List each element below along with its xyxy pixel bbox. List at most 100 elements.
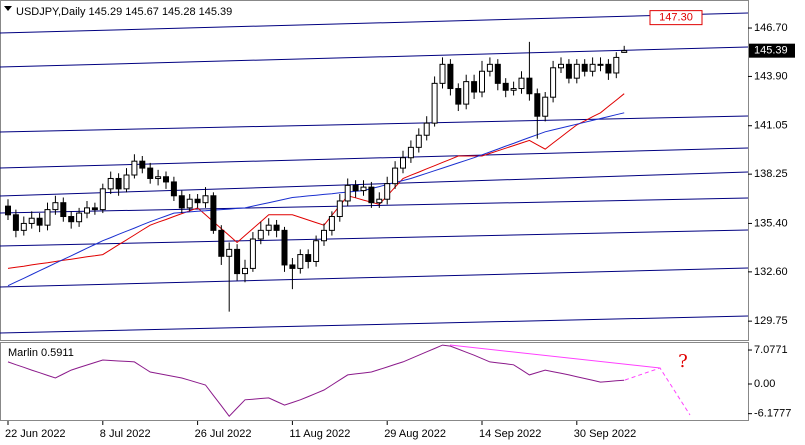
candle-body xyxy=(352,184,359,192)
y-tick-label: 146.70 xyxy=(754,22,788,34)
y-tick-label: 135.40 xyxy=(754,217,788,229)
candle-body xyxy=(455,88,462,105)
candle-body xyxy=(305,254,312,262)
y-tick-label: 138.25 xyxy=(754,168,788,180)
candle-body xyxy=(407,146,414,159)
candle-body xyxy=(558,63,564,69)
candle-body xyxy=(289,264,296,269)
candle-body xyxy=(447,63,454,90)
annotation: ? xyxy=(678,351,688,372)
candle-body xyxy=(439,63,446,84)
candle-body xyxy=(526,77,533,95)
candle-body xyxy=(297,254,304,269)
forecast-line xyxy=(624,367,691,416)
candle-body xyxy=(170,181,177,197)
candle-body xyxy=(249,238,256,269)
last-price-box xyxy=(749,43,795,58)
candle-body xyxy=(186,198,193,209)
last-price-label: 145.39 xyxy=(754,45,788,57)
x-tick-label: 26 Jul 2022 xyxy=(195,428,252,440)
channel-line xyxy=(0,229,749,247)
channel-lines xyxy=(0,12,749,334)
candle-body xyxy=(486,63,493,72)
candle-body xyxy=(431,82,438,124)
candle-body xyxy=(621,50,628,53)
channel-line xyxy=(0,267,749,288)
candle-body xyxy=(510,88,517,91)
candle-body xyxy=(68,216,75,223)
divergence-line xyxy=(449,344,661,369)
candle-body xyxy=(423,122,430,136)
candle-body xyxy=(605,63,612,74)
y-tick-label: 0.00 xyxy=(754,378,775,390)
candle-body xyxy=(52,202,59,211)
x-tick-label: 11 Aug 2022 xyxy=(289,428,350,440)
candle-body xyxy=(550,67,557,98)
candle-body xyxy=(518,77,525,90)
x-tick-label: 14 Sep 2022 xyxy=(479,428,541,440)
y-tick-label: 129.75 xyxy=(754,315,788,327)
candle-body xyxy=(147,167,154,179)
candle-body xyxy=(313,240,320,262)
candle-body xyxy=(281,229,288,266)
indicator-panel xyxy=(0,342,749,421)
candle-body xyxy=(91,207,98,211)
candle-body xyxy=(400,157,406,169)
candle-body xyxy=(226,248,233,257)
candle-body xyxy=(76,212,83,223)
candle-body xyxy=(12,214,19,231)
candle-body xyxy=(210,195,217,231)
candle-body xyxy=(542,96,549,117)
moving-average xyxy=(7,112,625,287)
channel-line xyxy=(0,315,749,334)
menu-triangle xyxy=(4,6,12,11)
candle-body xyxy=(565,63,572,79)
moving-average xyxy=(7,93,625,269)
x-tick-label: 22 Jun 2022 xyxy=(5,428,66,440)
candle-body xyxy=(60,202,67,218)
candle-body xyxy=(479,70,485,93)
channel-line xyxy=(0,197,749,214)
candle-body xyxy=(234,248,241,275)
candle-body xyxy=(597,63,604,66)
candle-body xyxy=(344,184,351,202)
candle-body xyxy=(336,200,343,218)
candle-body xyxy=(123,174,130,190)
candle-body xyxy=(131,160,138,176)
channel-line xyxy=(0,115,749,133)
indicator-line xyxy=(7,344,625,417)
channel-line xyxy=(0,171,749,197)
candle-body xyxy=(202,195,209,204)
candle-body xyxy=(178,195,185,209)
price-panel xyxy=(0,0,749,341)
candle-body xyxy=(163,176,169,183)
y-tick-label: 143.90 xyxy=(754,70,788,82)
candle-body xyxy=(392,167,399,185)
y-tick-label: -6.1777 xyxy=(754,408,791,420)
candle-body xyxy=(384,183,391,200)
candle-body xyxy=(139,160,146,169)
candle-body xyxy=(5,205,11,216)
candle-body xyxy=(328,216,335,231)
indicator-title: Marlin 0.5911 xyxy=(8,347,74,359)
x-tick-label: 30 Sep 2022 xyxy=(574,428,636,440)
candle-body xyxy=(28,217,35,224)
channel-line xyxy=(0,12,749,34)
candle-body xyxy=(218,229,225,257)
candle-body xyxy=(242,267,248,275)
candle-body xyxy=(20,222,27,231)
candle-body xyxy=(99,188,106,211)
candle-body xyxy=(415,134,422,148)
candle-body xyxy=(502,82,509,91)
candle-body xyxy=(581,63,588,72)
candle-body xyxy=(44,209,51,226)
candle-body xyxy=(463,81,470,105)
candle-body xyxy=(115,177,122,190)
x-tick-label: 8 Jul 2022 xyxy=(100,428,151,440)
candle-body xyxy=(360,186,367,192)
candle-body xyxy=(265,224,272,231)
chart-title: USDJPY,Daily 145.29 145.67 145.28 145.39 xyxy=(16,6,232,18)
candle-body xyxy=(107,177,114,190)
channel-line xyxy=(0,147,749,169)
